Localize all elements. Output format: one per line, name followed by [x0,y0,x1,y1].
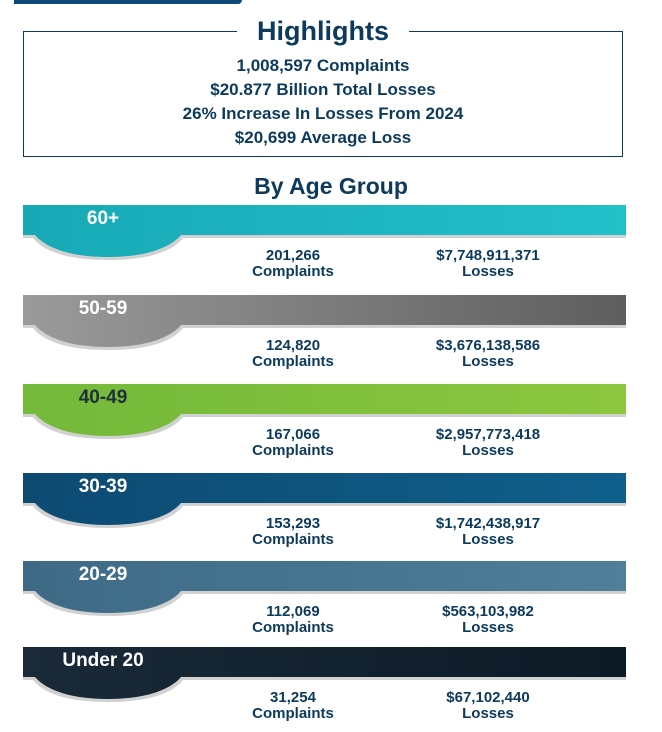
losses-stat: $1,742,438,917 Losses [403,516,573,548]
complaints-caption: Complaints [252,531,334,548]
losses-caption: Losses [462,531,514,548]
age-group-label: 50-59 [78,298,128,319]
losses-caption: Losses [462,619,514,636]
age-band-ribbon [23,205,626,257]
highlight-total-complaints: 1,008,597 Complaints [236,56,410,75]
complaints-caption: Complaints [252,263,334,280]
complaints-caption: Complaints [252,705,334,722]
complaints-value: 112,069 [266,603,320,620]
losses-stat: $7,748,911,371 Losses [403,248,573,280]
age-band-ribbon [23,561,626,613]
age-band-40-49: 40-49 167,066 Complaints $2,957,773,418 … [23,384,626,469]
losses-value: $67,102,440 [446,689,530,706]
complaints-caption: Complaints [252,442,334,459]
losses-value: $563,103,982 [442,603,534,620]
highlight-average-loss: $20,699 Average Loss [234,128,412,147]
age-band-shape [23,647,626,702]
complaints-stat: 112,069 Complaints [233,604,353,636]
age-group-label: 40-49 [78,387,128,408]
age-band-ribbon [23,647,626,699]
losses-stat: $67,102,440 Losses [403,690,573,722]
age-band-60-plus: 60+ 201,266 Complaints $7,748,911,371 Lo… [23,205,626,290]
highlights-list: 1,008,597 Complaints $20.877 Billion Tot… [23,54,623,150]
complaints-caption: Complaints [252,353,334,370]
age-group-title: By Age Group [254,173,408,199]
losses-caption: Losses [462,705,514,722]
complaints-value: 167,066 [265,426,321,443]
age-group-label: 60+ [86,208,120,229]
age-band-ribbon [23,295,626,347]
losses-value: $3,676,138,586 [435,337,541,354]
highlights-title: Highlights [237,14,409,48]
complaints-value: 201,266 [265,247,321,264]
complaints-stat: 31,254 Complaints [233,690,353,722]
losses-caption: Losses [462,263,514,280]
highlight-loss-increase: 26% Increase In Losses From 2024 [182,104,464,123]
complaints-stat: 124,820 Complaints [233,338,353,370]
complaints-stat: 153,293 Complaints [233,516,353,548]
age-band-shape [23,205,626,260]
complaints-stat: 201,266 Complaints [233,248,353,280]
top-accent-bar [14,0,242,4]
losses-value: $1,742,438,917 [435,515,541,532]
losses-caption: Losses [462,442,514,459]
age-band-shape [23,561,626,616]
age-band-ribbon [23,384,626,436]
complaints-value: 31,254 [270,689,316,706]
age-band-50-59: 50-59 124,820 Complaints $3,676,138,586 … [23,295,626,380]
age-group-label: 20-29 [78,564,128,585]
losses-value: $2,957,773,418 [435,426,541,443]
complaints-caption: Complaints [252,619,334,636]
age-band-under-20: Under 20 31,254 Complaints $67,102,440 L… [23,647,626,732]
losses-stat: $3,676,138,586 Losses [403,338,573,370]
age-band-30-39: 30-39 153,293 Complaints $1,742,438,917 … [23,473,626,558]
complaints-value: 124,820 [265,337,321,354]
age-band-ribbon [23,473,626,525]
age-group-label: Under 20 [62,650,144,671]
age-group-label: 30-39 [78,476,128,497]
complaints-value: 153,293 [265,515,321,532]
highlight-total-losses: $20.877 Billion Total Losses [210,80,436,99]
age-band-shape [23,295,626,350]
age-band-20-29: 20-29 112,069 Complaints $563,103,982 Lo… [23,561,626,646]
age-band-shape [23,473,626,528]
complaints-stat: 167,066 Complaints [233,427,353,459]
losses-stat: $2,957,773,418 Losses [403,427,573,459]
age-band-shape [23,384,626,439]
losses-caption: Losses [462,353,514,370]
losses-value: $7,748,911,371 [436,247,540,264]
losses-stat: $563,103,982 Losses [403,604,573,636]
